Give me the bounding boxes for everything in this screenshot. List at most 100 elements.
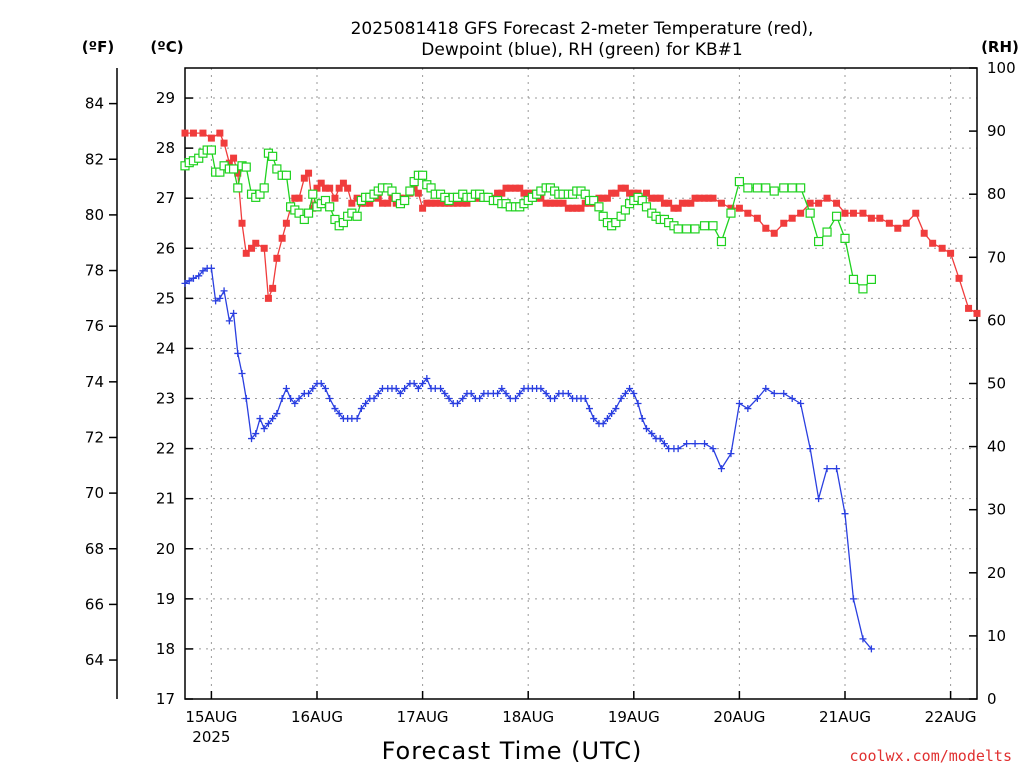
dewpoint-point [603, 415, 611, 423]
temperature-point [626, 189, 634, 197]
dewpoint-point [423, 374, 431, 382]
temperature-point [670, 204, 678, 212]
dewpoint-point [459, 395, 467, 403]
temperature-point [717, 199, 725, 207]
dewpoint-point [185, 277, 193, 285]
temperature-point [833, 199, 841, 207]
temperature-point [770, 229, 778, 237]
temperature-point [965, 304, 973, 312]
rh-point [708, 221, 718, 231]
rh-point [352, 211, 362, 221]
rh-point [831, 211, 842, 221]
time-tick-label: 21AUG [819, 708, 871, 726]
dewpoint-point [441, 390, 449, 398]
temperature-point [520, 189, 528, 197]
celsius-tick-label: 23 [156, 390, 175, 408]
temperature-point [199, 129, 207, 137]
rh-point [690, 224, 700, 234]
dewpoint-point [216, 294, 224, 302]
dewpoint-point [674, 445, 682, 453]
dewpoint-point [453, 400, 461, 408]
temperature-point [920, 229, 928, 237]
dewpoint-point [287, 395, 295, 403]
temperature-point [815, 199, 823, 207]
rh-point [206, 145, 216, 155]
dewpoint-point [648, 430, 656, 438]
dewpoint-point [849, 595, 857, 603]
temperature-point [859, 209, 867, 217]
dewpoint-point [273, 410, 281, 418]
dewpoint-point [841, 510, 849, 518]
celsius-tick-label: 29 [156, 89, 175, 107]
temperature-point [608, 189, 616, 197]
dewpoint-point [833, 465, 841, 473]
rh-point [641, 202, 652, 212]
celsius-tick-label: 24 [156, 339, 175, 357]
dewpoint-point [291, 400, 299, 408]
temperature-point [564, 204, 572, 212]
celsius-tick-label: 21 [156, 490, 175, 508]
temperature-point [912, 209, 920, 217]
dewpoint-point [362, 400, 370, 408]
temperature-point [929, 239, 937, 247]
temperature-point [431, 199, 439, 207]
rh-tick-label: 70 [987, 248, 1006, 266]
dewpoint-point [744, 405, 752, 413]
rh-tick-label: 90 [987, 122, 1006, 140]
rh-point [716, 236, 727, 247]
time-tick-label: 16AUG [291, 708, 343, 726]
chart-title-line-2: Dewpoint (blue), RH (green) for KB#1 [421, 40, 742, 60]
dewpoint-point [445, 395, 453, 403]
temperature-point [248, 244, 256, 252]
temperature-point [569, 204, 577, 212]
time-tick-label: 17AUG [397, 708, 449, 726]
temperature-point [648, 194, 656, 202]
temperature-point [506, 184, 514, 192]
rh-point [272, 164, 282, 174]
temperature-point [295, 194, 303, 202]
temperature-point [744, 209, 752, 217]
rh-point [848, 274, 859, 284]
celsius-tick-label: 28 [156, 139, 175, 157]
celsius-tick-label: 18 [156, 640, 175, 658]
fahrenheit-tick-label: 68 [85, 540, 104, 558]
temperature-point [709, 194, 717, 202]
rh-point [796, 183, 806, 193]
temperature-point [331, 194, 339, 202]
temperature-point [423, 199, 431, 207]
temperature-point [260, 244, 268, 252]
temperature-point [559, 199, 567, 207]
x-axis-title: Forecast Time (UTC) [382, 737, 643, 765]
celsius-tick-label: 26 [156, 239, 175, 257]
rh-tick-label: 80 [987, 185, 1006, 203]
temperature-point [225, 159, 233, 167]
temperature-point [300, 174, 308, 182]
dewpoint-point [256, 415, 264, 423]
fahrenheit-tick-label: 84 [85, 95, 104, 113]
dewpoint-point [195, 272, 203, 280]
temperature-point [459, 199, 467, 207]
rh-point [418, 170, 428, 180]
dewpoint-point [437, 385, 445, 393]
rh-series [180, 145, 877, 294]
temperature-point [705, 194, 713, 202]
temperature-point [348, 199, 356, 207]
rh-axis-ticks: 0 10 20 30 40 50 60 70 80 90 100 [969, 59, 1016, 708]
dewpoint-point [392, 385, 400, 393]
temperature-point [291, 194, 299, 202]
dewpoint-point [278, 395, 286, 403]
temperature-point [313, 184, 321, 192]
dewpoint-point [238, 369, 246, 377]
rh-point [779, 183, 789, 193]
temperature-point [278, 234, 286, 242]
rh-point [813, 236, 824, 247]
temperature-point [189, 129, 197, 137]
celsius-tick-label: 22 [156, 440, 175, 458]
temperature-point [344, 184, 352, 192]
dewpoint-point [225, 317, 233, 325]
fahrenheit-tick-label: 80 [85, 206, 104, 224]
temperature-point [642, 189, 650, 197]
dewpoint-point [357, 405, 365, 413]
fahrenheit-tick-label: 82 [85, 150, 104, 168]
temperature-point [264, 294, 272, 302]
